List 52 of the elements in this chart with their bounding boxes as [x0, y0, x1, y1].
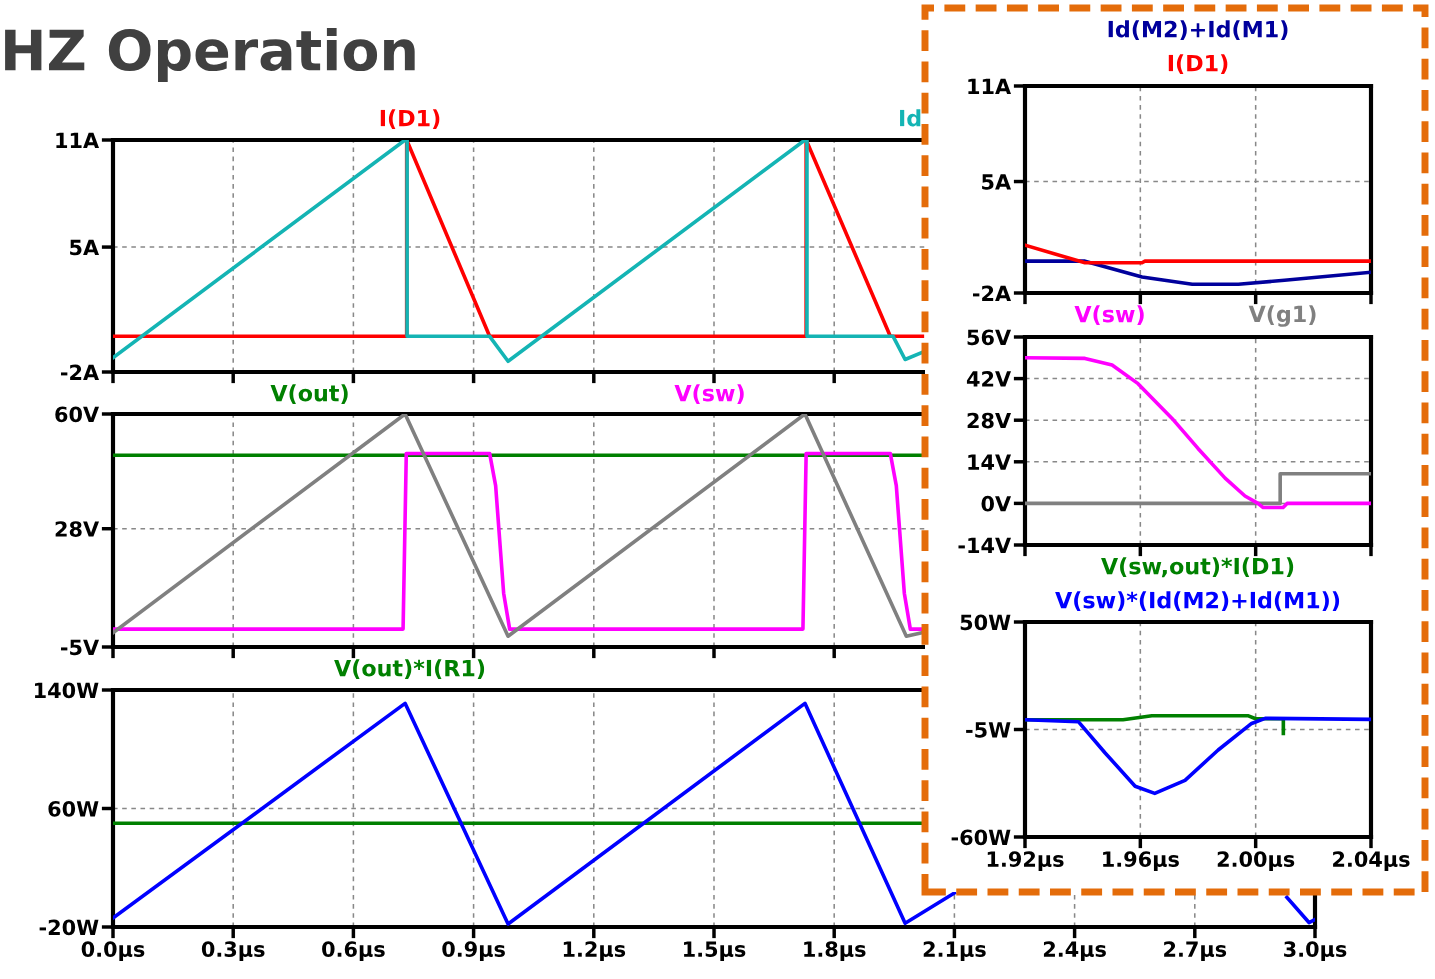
y-tick-label: 5A: [70, 239, 100, 256]
text: V(out): [270, 384, 348, 405]
y-tick-label: 56V: [967, 329, 1012, 346]
x-tick-label: 2.1µs: [923, 941, 986, 962]
text: V(sw,out)*I(D1): [1101, 557, 1294, 578]
line-series: [113, 451, 925, 631]
y-tick-label: 28V: [55, 521, 100, 537]
chart-title: HZ Operation: [5, 28, 415, 82]
y-tick-label: 60W: [48, 800, 99, 817]
y-tick-label: -5W: [966, 722, 1011, 738]
y-tick-label: -2A: [60, 364, 100, 380]
y-tick-label: -2A: [972, 285, 1012, 301]
y-tick-label: -20W: [39, 919, 99, 936]
x-tick-label: 0.0µs: [81, 941, 145, 962]
y-tick-label: 42V: [966, 371, 1012, 387]
x-tick-label: 1.96µs: [1103, 851, 1179, 872]
line-series: [1025, 716, 1371, 796]
y-tick-label: -60W: [951, 829, 1011, 846]
x-tick-label: 1.2µs: [563, 941, 626, 962]
x-tick-label: 2.00µs: [1217, 851, 1295, 872]
y-tick-label: 0V: [981, 495, 1012, 512]
y-tick-label: 14V: [968, 454, 1012, 470]
series-label: V(sw): [1074, 305, 1144, 326]
line-series: [1025, 355, 1371, 510]
x-tick-label: 0.9µs: [442, 941, 505, 962]
y-tick-label: 28V: [967, 412, 1012, 429]
x-tick-label: 1.92µs: [987, 851, 1064, 872]
text: V(sw)*(Id(M2)+Id(M1)): [1055, 591, 1340, 612]
y-tick-label: -14V: [958, 537, 1012, 553]
x-tick-label: 2.4µs: [1043, 941, 1106, 962]
x-tick-label: 1.8µs: [804, 941, 866, 962]
line-series: [1025, 259, 1371, 287]
series-label: I(D1): [380, 109, 440, 130]
y-tick-label: 11A: [56, 132, 100, 148]
x-tick-label: 2.7µs: [1164, 941, 1227, 962]
x-tick-label: 1.5µs: [684, 941, 746, 962]
text: I(D1): [1168, 54, 1228, 75]
text: Id: [900, 109, 921, 127]
y-tick-label: 5A: [982, 174, 1012, 190]
text: Id(M2)+Id(M1): [1108, 20, 1288, 41]
y-tick-label: 11A: [968, 78, 1012, 94]
y-tick-label: 50W: [960, 614, 1011, 631]
text: V(out)*I(R1): [334, 659, 485, 680]
x-tick-label: 0.3µs: [201, 941, 265, 962]
x-tick-label: 0.6µs: [322, 941, 385, 962]
x-tick-label: 3.0µs: [1284, 941, 1347, 962]
x-tick-label: 2.04µs: [1333, 851, 1410, 872]
text: V(sw): [674, 384, 744, 405]
y-tick-label: 60V: [55, 406, 100, 423]
text: V(g1): [1248, 305, 1316, 327]
y-tick-label: 140W: [35, 682, 99, 699]
y-tick-label: -5V: [60, 639, 100, 656]
